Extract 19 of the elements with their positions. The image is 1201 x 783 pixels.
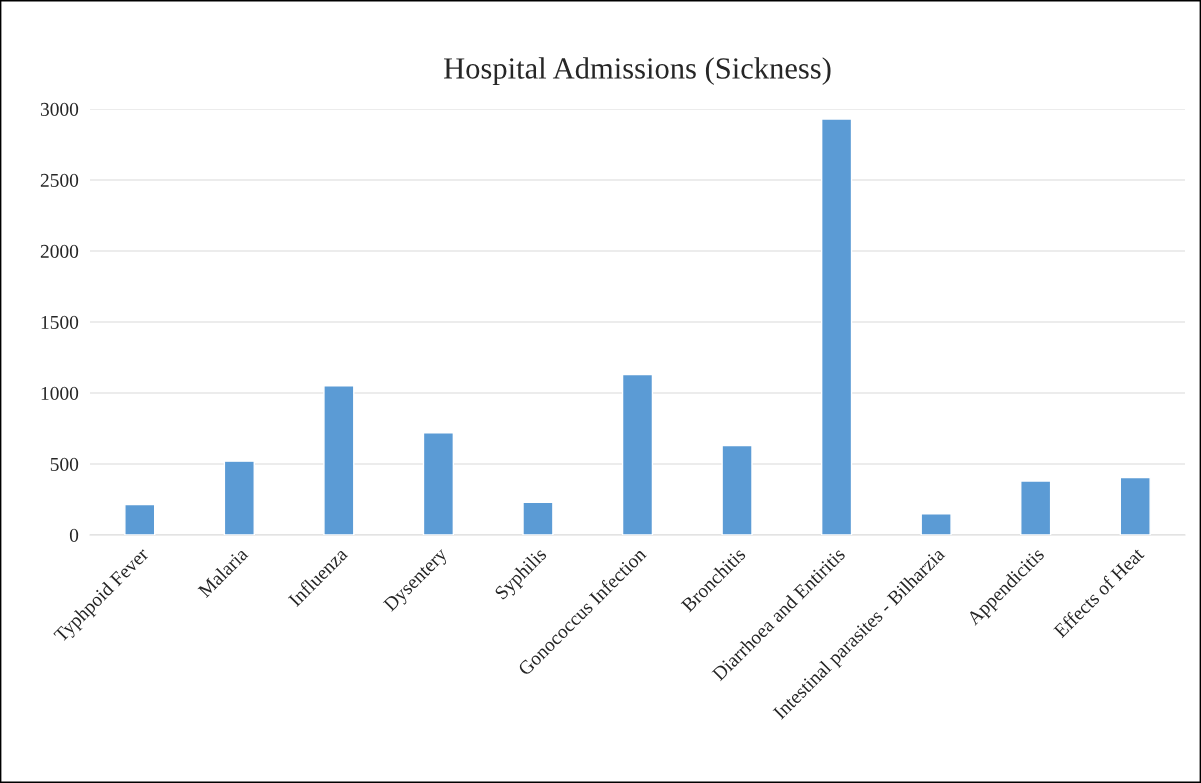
bar: [522, 501, 554, 535]
bar: [820, 118, 853, 535]
bar: [920, 513, 952, 535]
y-tick-label: 500: [50, 457, 79, 471]
bar: [124, 503, 156, 535]
bar: [422, 432, 455, 535]
bar: [621, 373, 654, 535]
y-tick-label: 1000: [41, 386, 79, 400]
bar: [721, 444, 753, 535]
chart-title: Hospital Admissions (Sickness): [444, 57, 831, 85]
bar: [1020, 480, 1052, 535]
y-tick-label: 1500: [41, 315, 79, 329]
y-tick-label: 3000: [40, 102, 79, 116]
bar: [323, 385, 355, 535]
y-tick-label: 2000: [40, 244, 79, 258]
y-tick-label: 2500: [40, 173, 79, 187]
y-tick-label: 0: [69, 528, 79, 542]
bar: [1119, 476, 1151, 535]
bar: [223, 460, 255, 535]
